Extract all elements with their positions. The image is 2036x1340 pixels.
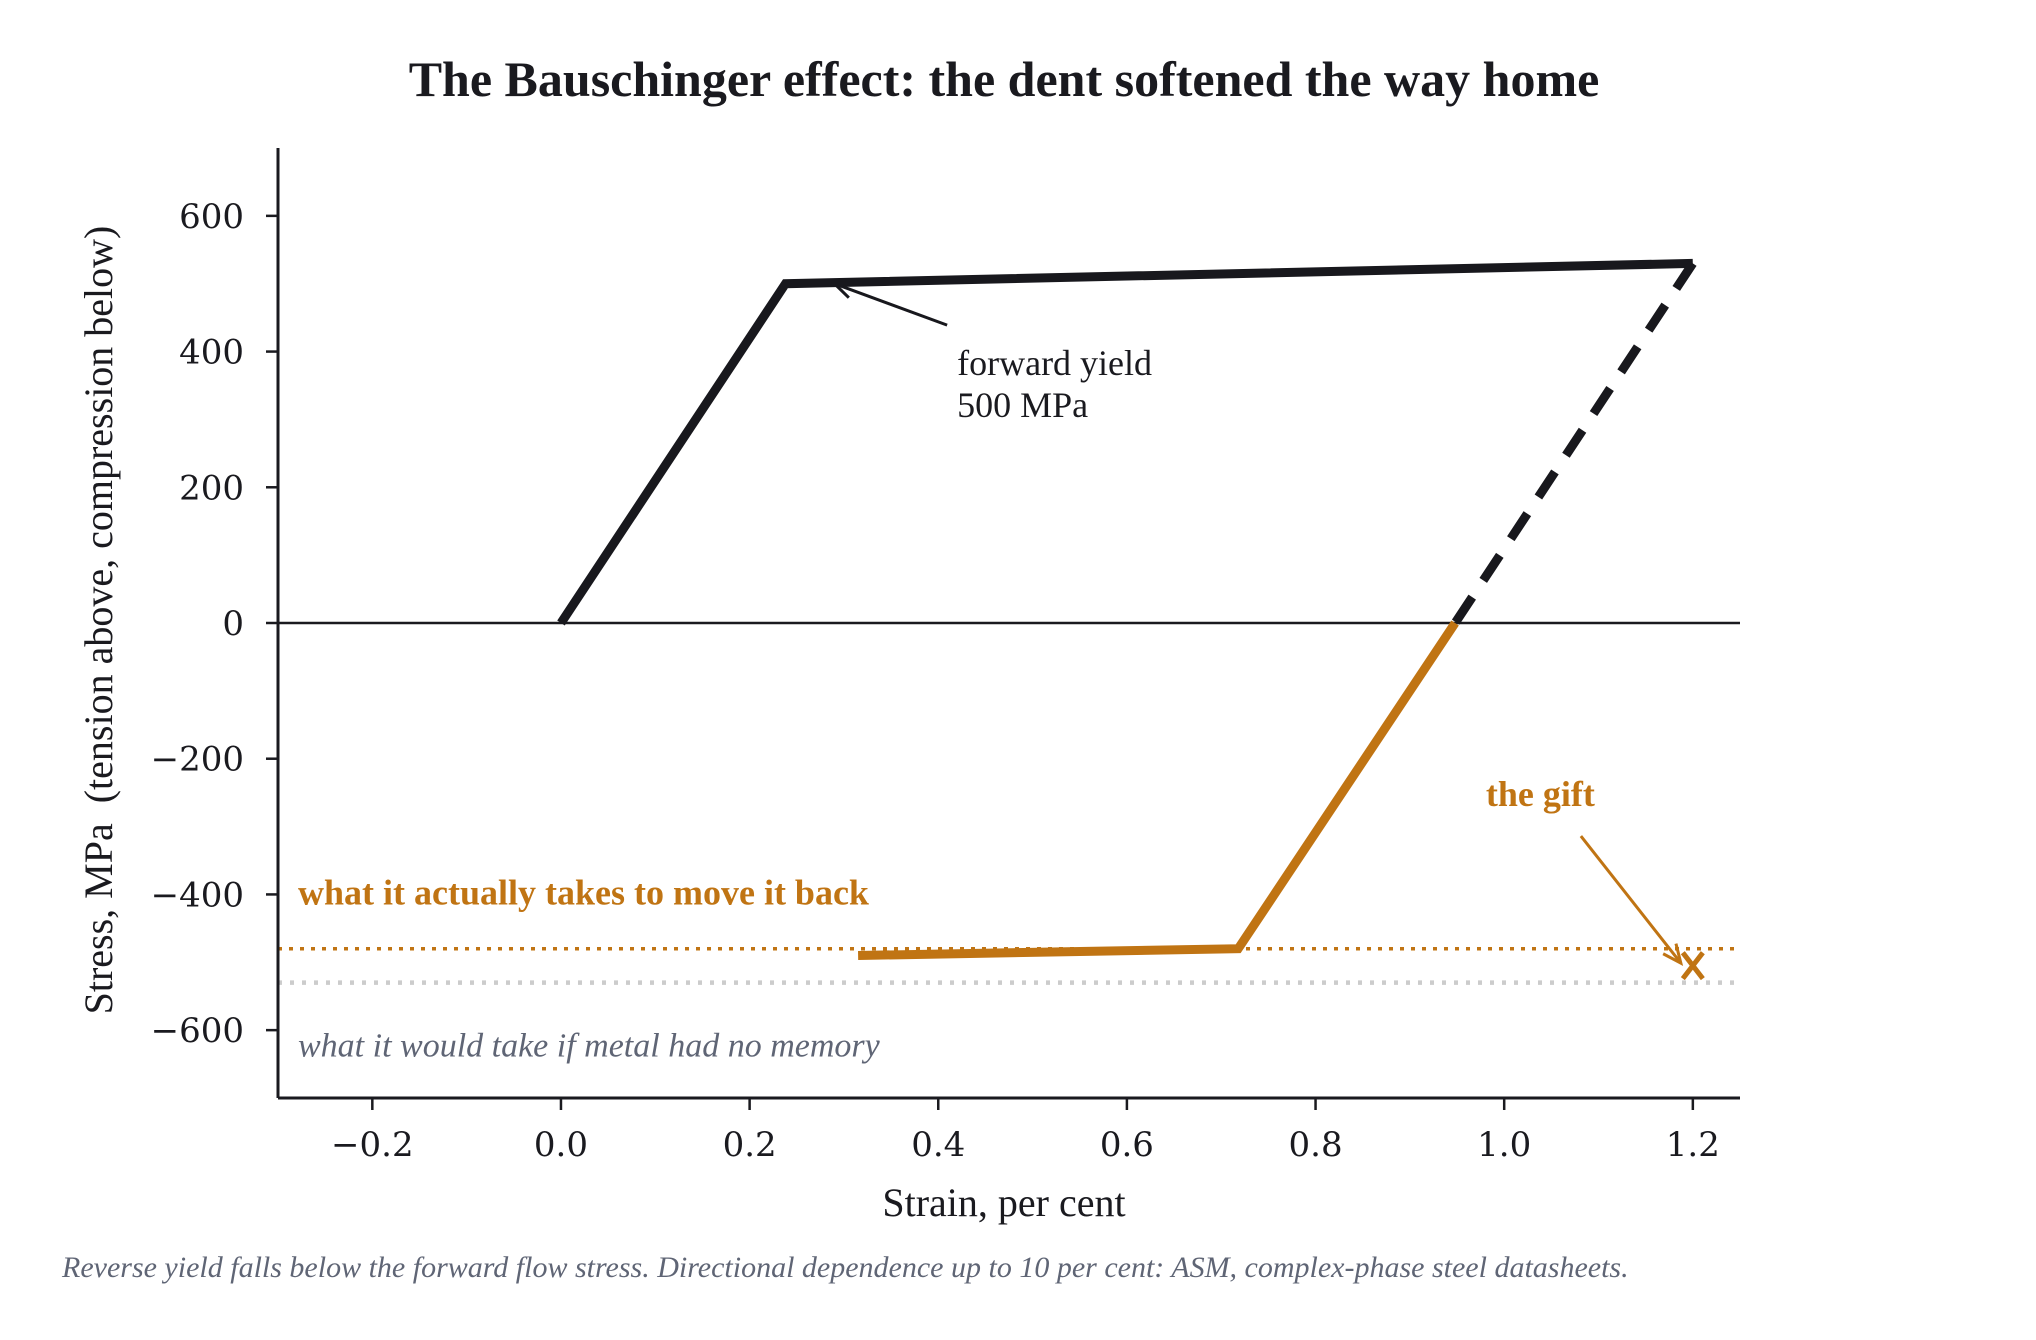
y-tick-label: −600 (151, 1011, 244, 1051)
x-tick-label: 0.2 (723, 1125, 777, 1165)
x-tick-label: 0.6 (1100, 1125, 1154, 1165)
annotation-forward-yield: forward yield 500 MPa (831, 280, 1152, 425)
marker-layer (1680, 951, 1705, 981)
y-tick-label: −400 (151, 875, 244, 915)
x-tick-label: 0.4 (911, 1125, 965, 1165)
y-tick-label: −200 (151, 740, 244, 780)
annotation-gift-arrow (1579, 835, 1683, 964)
x-tick-label: −0.2 (331, 1125, 414, 1165)
x-tick-label: 0.8 (1289, 1125, 1343, 1165)
plot-area: what it actually takes to move it back w… (278, 258, 1740, 1065)
footnote: Reverse yield falls below the forward fl… (61, 1251, 1629, 1284)
reference-label-actual: what it actually takes to move it back (298, 873, 869, 913)
series-line-unload (1451, 260, 1697, 626)
series-line-reverse (858, 620, 1459, 960)
x-tick-label: 0.0 (534, 1125, 588, 1165)
y-ticks: 600 400 200 0 −200 −400 −600 (151, 197, 278, 1051)
x-axis-label: Strain, per cent (882, 1180, 1125, 1225)
y-tick-label: 400 (179, 333, 244, 373)
annotation-forward-yield-line2: 500 MPa (957, 385, 1088, 425)
annotation-gift: the gift (1486, 774, 1684, 966)
axes: −0.2 0.0 0.2 0.4 0.6 0.8 1.0 1.2 600 400 200 0 −200… (151, 148, 1740, 1165)
annotation-forward-yield-arrowhead (831, 280, 855, 299)
y-axis-label: Stress, MPa (tension above, compression … (76, 226, 121, 1015)
annotation-forward-yield-arrow (833, 282, 948, 327)
y-tick-label: 200 (179, 468, 244, 508)
annotation-forward-yield-line1: forward yield (957, 343, 1152, 383)
x-tick-label: 1.0 (1477, 1125, 1531, 1165)
y-tick-label: 0 (222, 604, 244, 644)
annotation-gift-label: the gift (1486, 774, 1595, 814)
series-layer (557, 258, 1697, 960)
gap-marker (1680, 951, 1705, 981)
series-line-forward (557, 258, 1693, 626)
reference-label-no-memory: what it would take if metal had no memor… (298, 1028, 881, 1065)
y-tick-label: 600 (179, 197, 244, 237)
x-tick-label: 1.2 (1666, 1125, 1720, 1165)
annotation-gift-arrowhead (1662, 943, 1684, 966)
chart-title: The Bauschinger effect: the dent softene… (409, 51, 1600, 107)
x-ticks: −0.2 0.0 0.2 0.4 0.6 0.8 1.0 1.2 (331, 1098, 1720, 1165)
